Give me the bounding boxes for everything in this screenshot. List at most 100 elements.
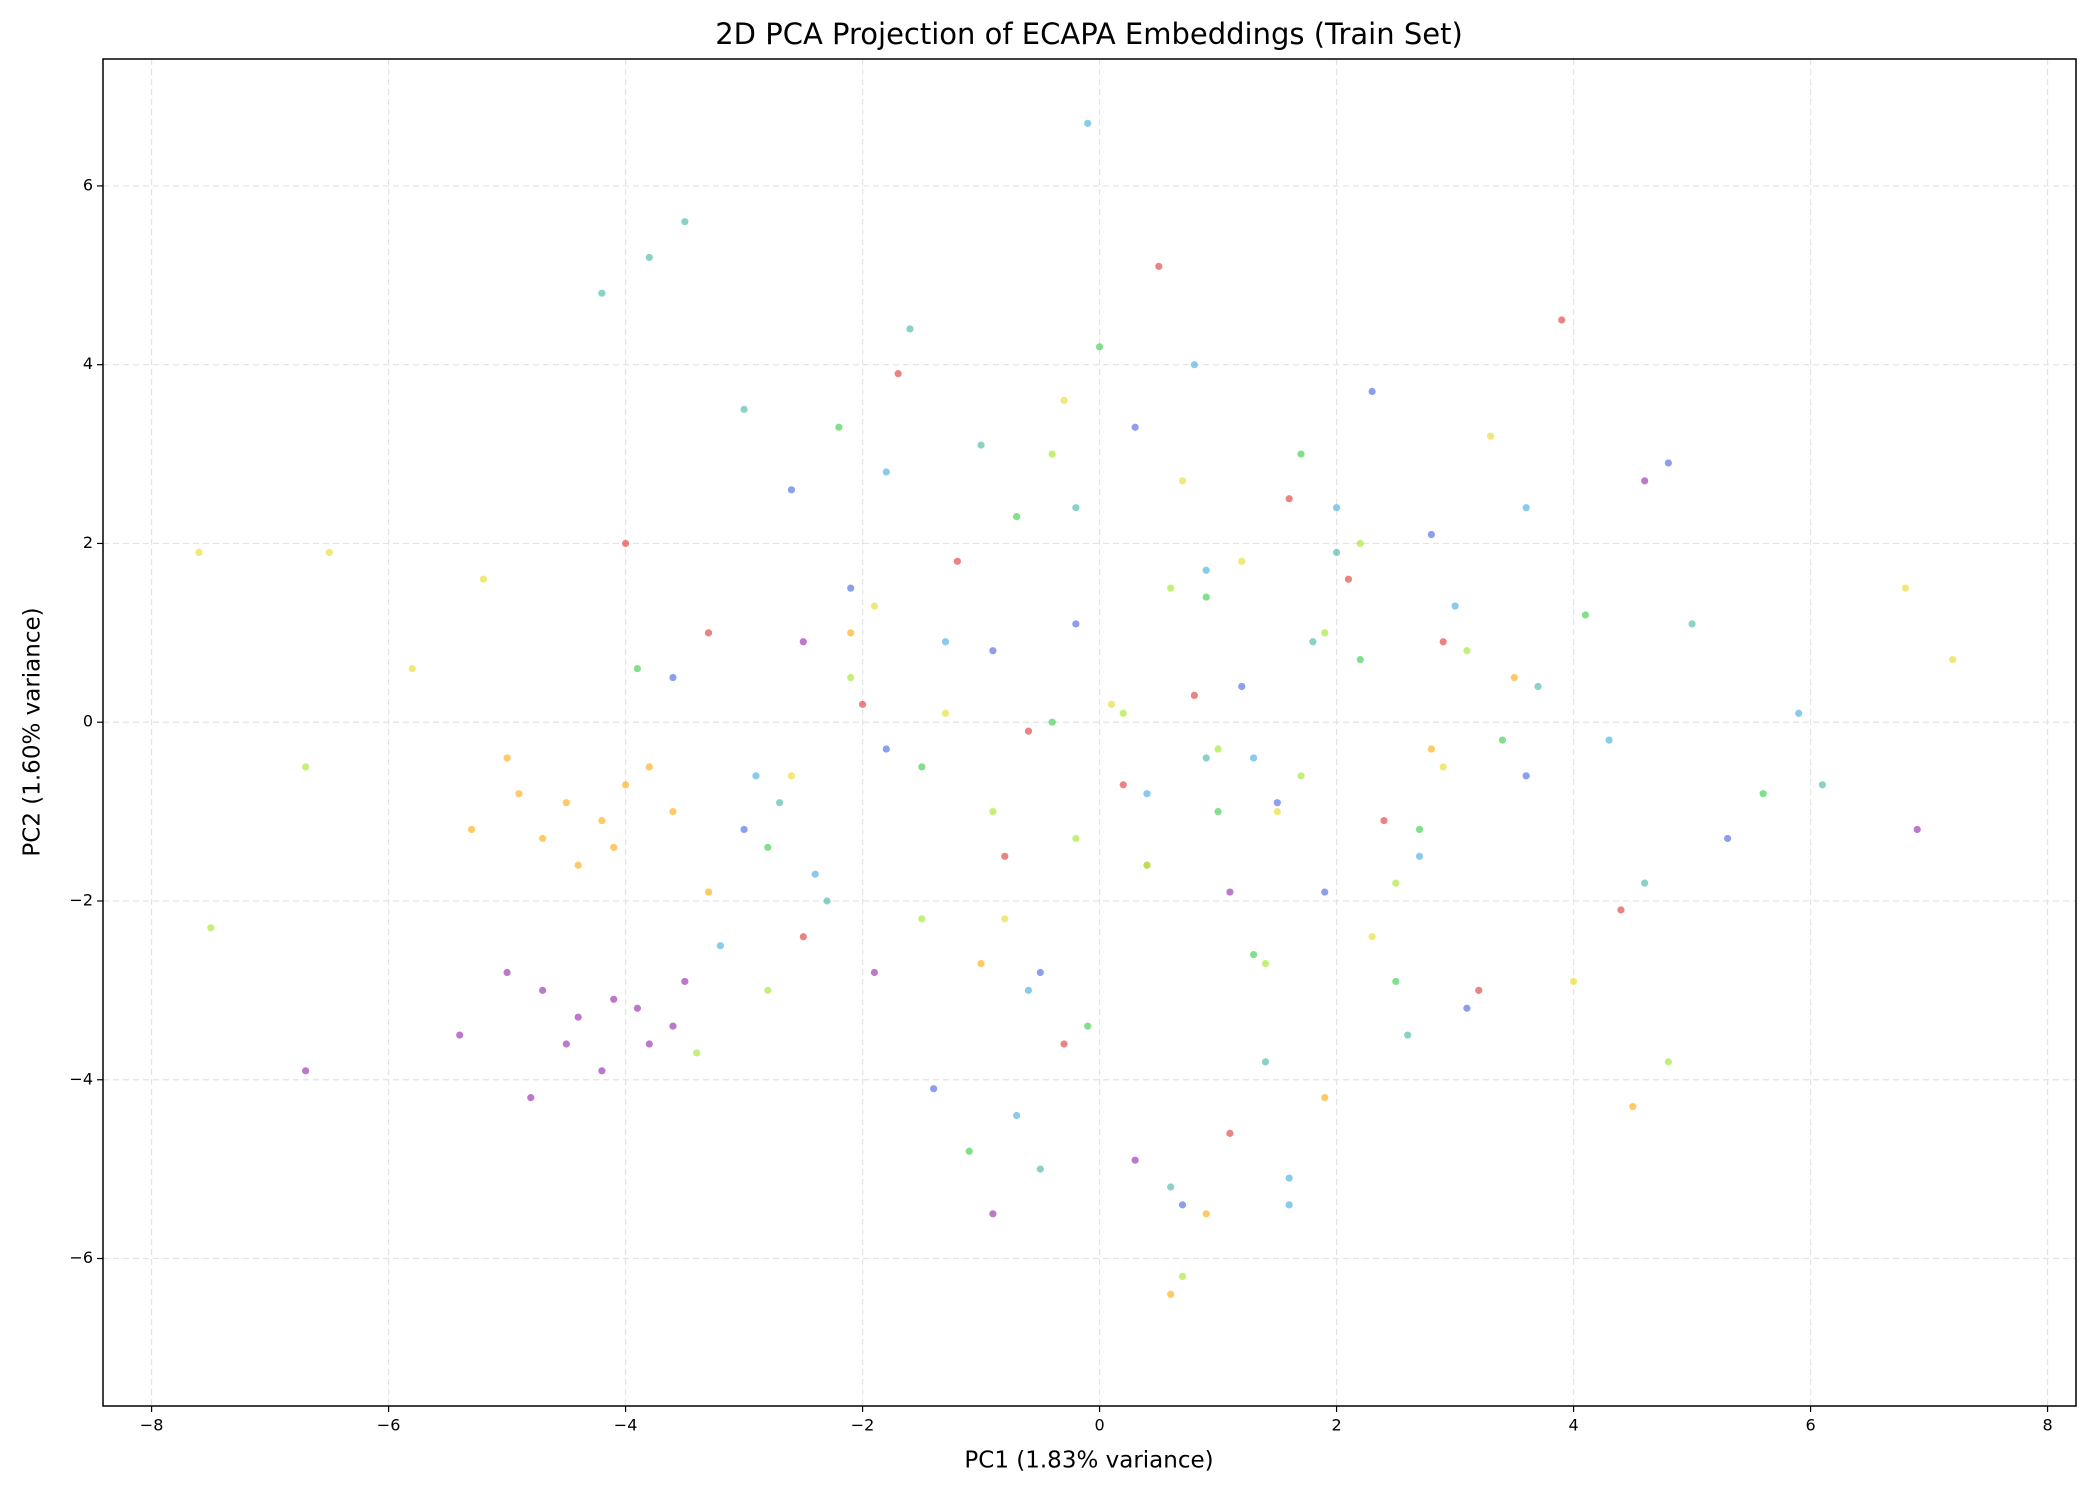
point — [1060, 396, 1068, 405]
point — [1084, 119, 1092, 127]
y-tick-label: 6 — [83, 175, 93, 194]
y-tick-label: −6 — [69, 1248, 93, 1267]
grid — [103, 59, 2076, 1406]
point — [1332, 548, 1341, 556]
x-tick-label: 8 — [2042, 1416, 2052, 1435]
point — [1427, 530, 1435, 539]
point — [1273, 808, 1281, 816]
point — [456, 1031, 464, 1039]
point — [1321, 629, 1329, 637]
point — [823, 897, 831, 905]
point — [645, 763, 653, 771]
point — [894, 370, 902, 378]
point — [1226, 888, 1234, 896]
point — [527, 1094, 535, 1102]
y-axis-label: PC2 (1.60% variance) — [20, 607, 46, 856]
point — [811, 870, 819, 878]
point — [1119, 781, 1127, 789]
point — [787, 486, 796, 494]
point — [1048, 450, 1056, 458]
point — [858, 700, 867, 708]
point — [930, 1085, 938, 1093]
point — [1617, 906, 1625, 914]
point — [467, 825, 476, 834]
point — [882, 468, 890, 476]
point — [1475, 986, 1483, 994]
point — [716, 942, 724, 950]
point — [906, 325, 914, 333]
point — [1084, 1022, 1092, 1030]
point — [515, 790, 523, 798]
point — [1759, 790, 1767, 798]
point — [598, 816, 606, 825]
x-tick-label: 2 — [1331, 1416, 1341, 1435]
point — [408, 664, 416, 673]
point — [752, 772, 760, 780]
point — [870, 602, 879, 610]
y-tick-label: 0 — [83, 712, 93, 731]
x-axis-label: PC1 (1.83% variance) — [964, 1448, 1213, 1474]
point — [681, 218, 689, 226]
point — [1261, 1058, 1270, 1066]
point — [989, 808, 997, 816]
point — [1250, 754, 1258, 762]
point — [1309, 638, 1317, 646]
point — [1581, 611, 1590, 619]
point — [1641, 477, 1649, 485]
point — [1178, 1201, 1187, 1209]
point — [847, 629, 855, 637]
point — [1368, 387, 1376, 396]
point — [1451, 602, 1459, 610]
point — [1285, 1201, 1293, 1209]
y-tick-label: 2 — [83, 533, 93, 552]
point — [503, 968, 511, 977]
point — [1202, 593, 1210, 601]
point — [539, 834, 547, 843]
y-tick-label: −2 — [69, 890, 93, 909]
point — [882, 745, 890, 753]
point — [1095, 343, 1104, 351]
point — [1605, 736, 1613, 744]
point — [1569, 977, 1578, 986]
y-tick-label: −4 — [69, 1069, 93, 1088]
point — [1143, 861, 1151, 869]
point — [621, 781, 630, 789]
point — [965, 1147, 973, 1155]
point — [1404, 1031, 1412, 1039]
point — [598, 289, 606, 297]
point — [1415, 852, 1424, 860]
point — [989, 1210, 997, 1218]
point — [1641, 879, 1649, 887]
point — [704, 888, 713, 896]
point — [1048, 718, 1056, 726]
point — [1226, 1129, 1234, 1137]
point — [1439, 638, 1447, 646]
point — [1167, 1290, 1175, 1298]
point — [1321, 888, 1329, 896]
point — [1214, 808, 1222, 816]
point — [539, 986, 547, 994]
point — [799, 638, 807, 646]
point — [1178, 477, 1187, 485]
point — [1818, 781, 1827, 789]
point — [776, 799, 784, 807]
point — [1724, 834, 1732, 843]
point — [1167, 584, 1175, 592]
x-tick-label: 6 — [1805, 1416, 1815, 1435]
point — [1072, 620, 1080, 628]
point — [1439, 763, 1447, 771]
x-tick-label: 4 — [1568, 1416, 1578, 1435]
point — [1487, 432, 1495, 440]
point — [1190, 691, 1198, 700]
point — [633, 664, 642, 673]
point — [740, 405, 748, 413]
point — [977, 441, 985, 449]
point — [1001, 915, 1009, 923]
point — [1321, 1094, 1329, 1102]
point — [1202, 566, 1210, 574]
point — [764, 843, 772, 851]
point — [764, 986, 772, 994]
point — [1024, 727, 1033, 735]
x-tick-label: 0 — [1094, 1416, 1104, 1435]
